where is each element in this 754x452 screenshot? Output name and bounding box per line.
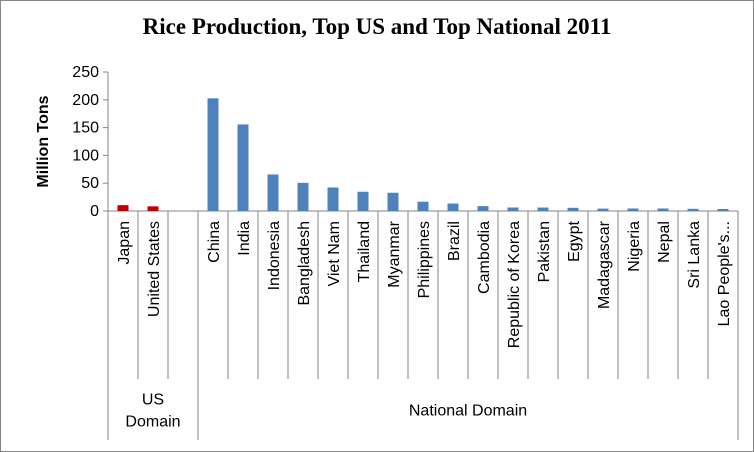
x-tick-label: Japan <box>116 221 133 265</box>
bar <box>387 192 399 211</box>
bar <box>417 201 429 211</box>
x-tick-label: Cambodia <box>476 221 493 294</box>
bar <box>117 205 129 211</box>
bar <box>477 206 489 211</box>
x-tick-label: Lao People's... <box>716 221 733 326</box>
bar <box>297 182 309 211</box>
bar <box>237 124 249 211</box>
x-tick-label: Republic of Korea <box>506 221 523 348</box>
y-tick-label: 150 <box>72 120 99 137</box>
bar <box>357 191 369 211</box>
bar <box>267 174 279 211</box>
x-tick-label: Pakistan <box>536 221 553 282</box>
x-tick-label: Egypt <box>566 220 583 261</box>
bar <box>627 208 639 211</box>
x-tick-label: Philippines <box>416 221 433 298</box>
x-tick-label: Viet Nam <box>326 221 343 287</box>
bar <box>537 207 549 211</box>
x-tick-label: Brazil <box>446 221 463 261</box>
x-tick-label: Bangladesh <box>296 221 313 306</box>
bar <box>507 207 519 211</box>
y-axis-title-group: Million Tons <box>35 95 52 187</box>
bar <box>567 207 579 211</box>
y-tick-label: 100 <box>72 147 99 164</box>
y-tick-label: 250 <box>72 64 99 81</box>
x-tick-label: Nigeria <box>626 221 643 272</box>
bar <box>597 208 609 211</box>
bar <box>657 208 669 211</box>
x-tick-labels: Japan United States China India Indonesia Ban… <box>116 220 733 348</box>
bar <box>207 98 219 211</box>
x-tick-label: United States <box>146 221 163 317</box>
bar <box>717 208 729 211</box>
x-tick-label: Indonesia <box>266 221 283 290</box>
group-label: National Domain <box>409 403 527 420</box>
x-tick-label: Sri Lanka <box>686 221 703 289</box>
y-tick-labels: 0 50 100 150 200 250 <box>72 64 99 220</box>
x-tick-label: Thailand <box>356 221 373 282</box>
x-tick-label: Myanmar <box>386 220 403 287</box>
x-tick-label: Nepal <box>656 221 673 263</box>
bar <box>147 206 159 211</box>
y-tick-label: 200 <box>72 92 99 109</box>
y-tick-label: 50 <box>81 175 99 192</box>
x-tick-label: India <box>236 221 253 256</box>
bars <box>117 98 729 211</box>
x-tick-label: China <box>206 221 223 263</box>
y-tick-label: 0 <box>90 203 99 220</box>
group-label: US <box>142 392 164 409</box>
bar <box>447 203 459 211</box>
group-label: Domain <box>125 414 180 431</box>
y-axis-title: Million Tons <box>35 95 52 187</box>
chart-title: Rice Production, Top US and Top National… <box>142 14 612 39</box>
x-tick-label: Madagascar <box>596 220 613 309</box>
group-labels: US Domain National Domain <box>125 392 527 431</box>
bar <box>327 187 339 211</box>
bar <box>687 208 699 211</box>
